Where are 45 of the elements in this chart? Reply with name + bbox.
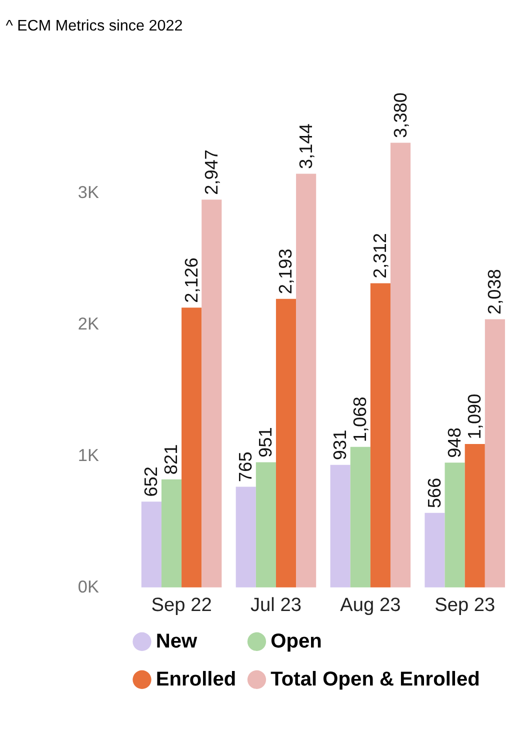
data-label: 1,068 bbox=[350, 396, 370, 442]
bar bbox=[424, 512, 445, 588]
bar bbox=[256, 462, 276, 588]
data-label: 2,947 bbox=[201, 149, 222, 195]
data-label: 2,126 bbox=[181, 257, 202, 303]
data-label: 2,193 bbox=[276, 248, 296, 294]
data-label: 652 bbox=[141, 466, 162, 497]
bar bbox=[296, 174, 316, 588]
y-tick-label: 2K bbox=[78, 314, 100, 334]
chart-title: ^ ECM Metrics since 2022 bbox=[6, 17, 183, 34]
bar bbox=[202, 200, 222, 588]
bar bbox=[484, 319, 505, 588]
data-label: 931 bbox=[330, 430, 350, 460]
x-tick-label: Sep 22 bbox=[151, 594, 212, 616]
bar bbox=[161, 479, 182, 588]
bar bbox=[390, 142, 411, 588]
data-label: 821 bbox=[161, 444, 182, 475]
y-tick-label: 1K bbox=[78, 445, 100, 466]
data-label: 951 bbox=[256, 427, 276, 458]
y-tick-label: 0K bbox=[78, 576, 100, 597]
x-tick-label: Aug 23 bbox=[340, 594, 401, 616]
data-label: 1,090 bbox=[464, 394, 485, 440]
data-label: 3,380 bbox=[390, 92, 410, 138]
legend-label: Enrolled bbox=[156, 668, 236, 690]
bar bbox=[141, 502, 162, 588]
bar bbox=[350, 446, 370, 588]
bar bbox=[330, 464, 350, 588]
legend-label: Total Open & Enrolled bbox=[270, 668, 480, 690]
data-label: 2,038 bbox=[484, 269, 505, 314]
bar bbox=[370, 283, 390, 588]
x-tick-label: Jul 23 bbox=[250, 594, 302, 616]
bar bbox=[444, 462, 465, 588]
data-label: 566 bbox=[424, 478, 444, 508]
legend-label: Open bbox=[270, 630, 322, 652]
bar bbox=[236, 486, 256, 588]
data-label: 948 bbox=[444, 428, 465, 458]
data-label: 3,144 bbox=[296, 124, 316, 169]
y-tick-label: 3K bbox=[78, 182, 100, 202]
legend-label: New bbox=[156, 630, 198, 652]
bar bbox=[182, 308, 202, 588]
bar bbox=[464, 444, 485, 588]
data-label: 765 bbox=[236, 452, 256, 482]
x-tick-label: Sep 23 bbox=[434, 594, 496, 616]
data-label: 2,312 bbox=[370, 233, 390, 278]
bar bbox=[276, 298, 296, 588]
